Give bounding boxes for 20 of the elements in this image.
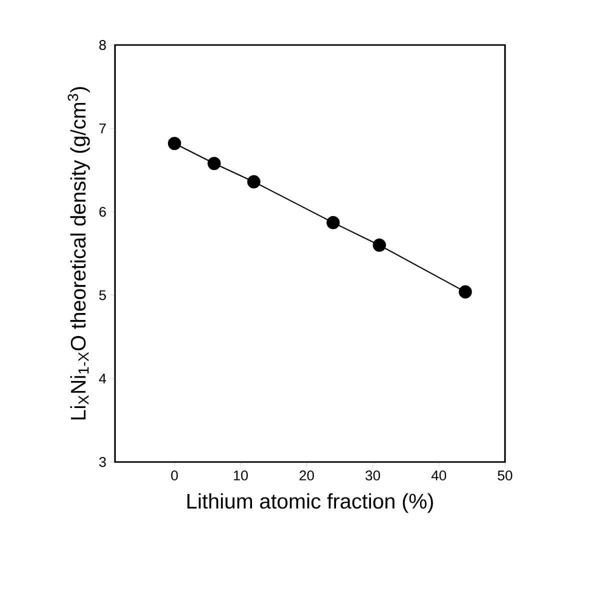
- x-tick-label: 20: [300, 470, 314, 480]
- y-tick-label: 4: [99, 374, 106, 384]
- x-axis-title: Lithium atomic fraction (%): [187, 493, 433, 513]
- y-tick-label: 8: [99, 40, 106, 50]
- x-tick-label: 10: [234, 470, 248, 480]
- x-tick-label: 0: [171, 470, 178, 480]
- point: [208, 156, 221, 170]
- y-tick-label: 5: [99, 290, 106, 300]
- point: [168, 136, 182, 150]
- point: [326, 216, 340, 230]
- y-tick-label: 7: [99, 124, 106, 134]
- y-tick-label: 3: [99, 457, 106, 467]
- point: [372, 238, 386, 252]
- y-tick-label: 6: [99, 206, 106, 217]
- x-tick-label: 50: [498, 470, 512, 480]
- point: [458, 285, 472, 298]
- x-tick-label: 40: [431, 470, 446, 480]
- y-axis-title: Li$_{X}$Ni$_{1-X}$O theoretical density (g/cm$^{3}$): [68, 87, 90, 420]
- x-tick-label: 30: [366, 470, 380, 480]
- point: [247, 175, 260, 188]
